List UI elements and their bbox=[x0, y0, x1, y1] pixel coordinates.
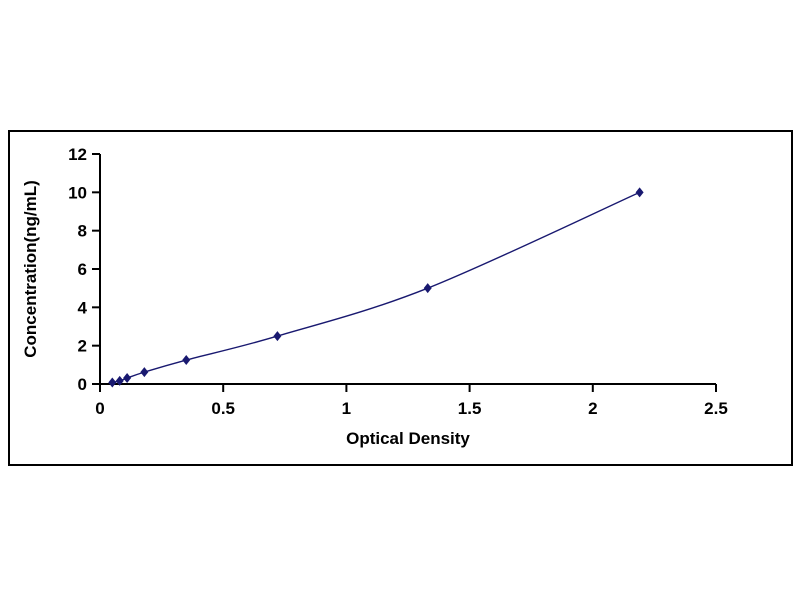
y-tick-label: 6 bbox=[78, 260, 87, 279]
x-tick-label: 0.5 bbox=[211, 399, 235, 418]
data-point bbox=[182, 355, 191, 366]
x-tick-label: 0 bbox=[95, 399, 104, 418]
standard-curve-chart: 0 2 4 6 8 10 12 0 0.5 1 1.5 2 2.5 Optical Density Conc… bbox=[21, 145, 728, 448]
x-tick-label: 2.5 bbox=[704, 399, 728, 418]
data-point bbox=[273, 331, 282, 342]
data-point bbox=[635, 187, 644, 198]
data-point bbox=[423, 283, 432, 294]
y-tick-label: 12 bbox=[68, 145, 87, 164]
x-axis-label: Optical Density bbox=[346, 429, 470, 448]
data-point bbox=[123, 373, 132, 384]
y-tick-label: 10 bbox=[68, 183, 87, 202]
data-point bbox=[108, 377, 117, 388]
y-tick-label: 8 bbox=[78, 222, 87, 241]
y-tick-label: 0 bbox=[78, 375, 87, 394]
y-tick-label: 2 bbox=[78, 337, 87, 356]
data-point bbox=[115, 375, 124, 386]
x-tick-label: 1 bbox=[342, 399, 351, 418]
y-tick-label: 4 bbox=[78, 298, 88, 317]
chart-container: 0 2 4 6 8 10 12 0 0.5 1 1.5 2 2.5 Optical Density Conc… bbox=[8, 130, 793, 466]
data-point bbox=[140, 367, 149, 378]
y-axis-label: Concentration(ng/mL) bbox=[21, 180, 40, 358]
x-tick-label: 1.5 bbox=[458, 399, 482, 418]
curve-line bbox=[112, 191, 640, 384]
x-tick-label: 2 bbox=[588, 399, 597, 418]
